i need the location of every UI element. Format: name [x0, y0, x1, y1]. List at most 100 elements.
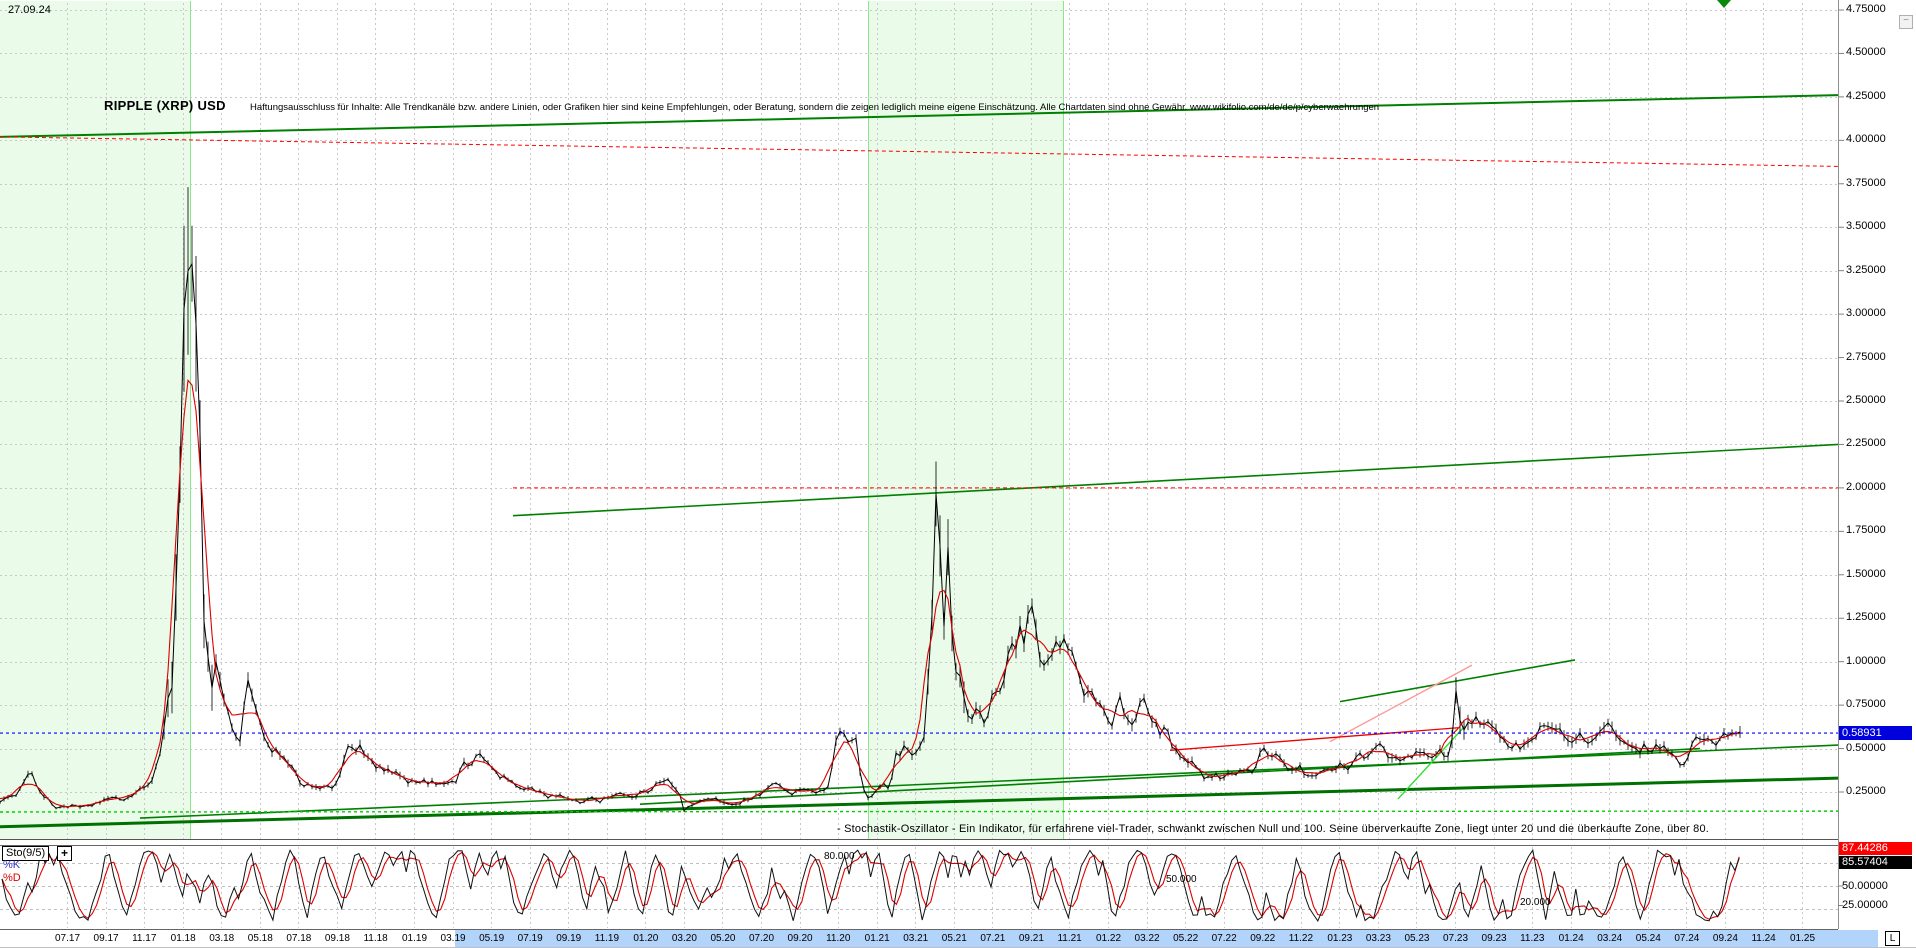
price-series	[0, 262, 1741, 812]
time-axis-label: 01.21	[864, 933, 890, 944]
time-axis-label: 03.22	[1134, 933, 1160, 944]
stochastic-k-line	[1, 848, 1740, 922]
price-axis-label: 1.25000	[1846, 611, 1886, 624]
time-axis-label: 01.23	[1327, 933, 1353, 944]
time-axis-label: 09.17	[93, 933, 119, 944]
price-axis-label: 4.75000	[1846, 3, 1886, 15]
percent-d-label: %D	[3, 872, 21, 884]
oscillator-description: - Stochastik-Oszillator - Ein Indikator,…	[837, 823, 1710, 835]
stochastic-indicator-label[interactable]: Sto(9/5)	[2, 846, 50, 861]
time-axis-label: 01.24	[1558, 933, 1584, 944]
price-axis-label: 4.25000	[1846, 89, 1886, 102]
time-axis-label: 07.20	[749, 933, 775, 944]
time-axis-label: 11.19	[594, 933, 620, 944]
highlight-band	[0, 1, 190, 839]
time-axis-label: 07.24	[1674, 933, 1700, 944]
steep-pink-line	[1329, 664, 1473, 743]
short-upper-line	[1339, 659, 1576, 703]
price-axis-label: 2.25000	[1846, 437, 1886, 450]
channel-upper-line	[139, 744, 1839, 819]
ath-dashed-line	[0, 136, 1839, 167]
time-axis-label: 09.21	[1018, 933, 1044, 944]
oscillator-axis-50: 50.00000	[1842, 880, 1888, 892]
support-dotted-line	[0, 810, 1839, 813]
time-axis-label: 11.22	[1288, 933, 1314, 944]
percent-k-label: %K	[3, 859, 21, 871]
time-axis-label: 09.18	[324, 933, 350, 944]
time-axis-label: 11.23	[1520, 933, 1545, 944]
time-axis-label: 05.21	[941, 933, 967, 944]
upper-resistance-line	[0, 94, 1839, 138]
oscillator-level-label: 50.000	[1166, 874, 1197, 885]
time-axis-label: 03.24	[1597, 933, 1623, 944]
linear-scale-toggle[interactable]: L	[1885, 931, 1900, 946]
current-price-label: 0.58931	[1839, 726, 1912, 740]
time-axis-label: 11.18	[363, 933, 388, 944]
time-axis-label: 05.23	[1404, 933, 1430, 944]
highlight-band	[868, 1, 1063, 839]
trend-marker-icon	[1717, 0, 1731, 8]
time-axis-label: 11.20	[826, 933, 851, 944]
stochastic-k-value: 85.57404	[1839, 856, 1912, 869]
time-axis-label: 07.23	[1443, 933, 1469, 944]
time-axis-label: 03.18	[209, 933, 235, 944]
oscillator-level-label: 80.000	[824, 850, 855, 862]
price-axis-label: 0.75000	[1846, 698, 1886, 711]
local-red-line	[1169, 727, 1459, 751]
time-axis-label: 03.23	[1365, 933, 1391, 944]
oscillator-axis-25: 25.00000	[1842, 899, 1888, 911]
time-axis-label: 11.24	[1751, 933, 1776, 944]
indicator-add-icon[interactable]: +	[57, 846, 72, 861]
price-axis-label: 3.00000	[1846, 307, 1886, 320]
time-axis-label: 07.18	[286, 933, 312, 944]
time-axis-label: 11.17	[132, 933, 157, 944]
time-axis-label: 09.23	[1481, 933, 1507, 944]
collapse-icon[interactable]: −	[1899, 15, 1913, 29]
time-axis-label: 05.18	[247, 933, 273, 944]
price-axis-label: 4.50000	[1846, 46, 1886, 59]
disclaimer-text: Haftungsausschluss für Inhalte: Alle Tre…	[250, 102, 1380, 113]
price-axis-label: 3.25000	[1846, 263, 1886, 276]
price-axis-label: 2.75000	[1846, 350, 1886, 363]
moving-average-line	[0, 378, 1741, 808]
price-axis-label: 2.00000	[1846, 480, 1886, 493]
time-axis-label: 03.21	[903, 933, 929, 944]
time-axis-label: 01.19	[402, 933, 428, 944]
time-axis-label: 07.19	[517, 933, 543, 944]
time-axis-label: 05.22	[1173, 933, 1199, 944]
price-axis-label: 2.50000	[1846, 394, 1886, 406]
time-axis-label: 07.22	[1211, 933, 1237, 944]
price-axis-label: 0.25000	[1846, 785, 1886, 797]
time-axis-label: 07.21	[980, 933, 1006, 944]
stochastic-d-value: 87.44286	[1839, 842, 1912, 855]
price-axis-label: 1.75000	[1846, 524, 1886, 537]
time-axis-label: 03.20	[671, 933, 697, 944]
time-axis-label: 09.22	[1250, 933, 1276, 944]
time-axis-label: 09.20	[787, 933, 813, 944]
price-axis-label: 1.50000	[1846, 567, 1886, 580]
channel-mid-line	[639, 747, 1701, 805]
channel-lower-thick-line	[0, 776, 1839, 829]
time-axis-label: 01.25	[1790, 933, 1816, 944]
time-axis-label: 01.20	[633, 933, 659, 944]
price-axis-label: 3.75000	[1846, 176, 1886, 189]
time-axis-label: 03.19	[440, 933, 466, 944]
time-axis-label: 01.18	[170, 933, 196, 944]
time-axis-label: 01.22	[1096, 933, 1122, 944]
price-axis-label: 1.00000	[1846, 654, 1886, 667]
oscillator-level-label: 20.000	[1520, 897, 1551, 909]
stochastic-d-line	[1, 851, 1740, 920]
time-range-selection-band[interactable]	[455, 930, 1878, 947]
price-axis-label: 4.00000	[1846, 133, 1886, 146]
mid-resistance-line	[512, 443, 1839, 517]
time-axis-label: 09.24	[1712, 933, 1738, 944]
time-axis-label: 05.24	[1635, 933, 1661, 944]
time-axis-label: 05.20	[710, 933, 736, 944]
steep-bright-green-line	[1397, 725, 1466, 800]
instrument-title: RIPPLE (XRP) USD	[104, 98, 226, 113]
price-axis-label: 3.50000	[1846, 220, 1886, 233]
time-axis-label: 11.21	[1057, 933, 1082, 944]
price-axis-label: 0.50000	[1846, 741, 1886, 754]
